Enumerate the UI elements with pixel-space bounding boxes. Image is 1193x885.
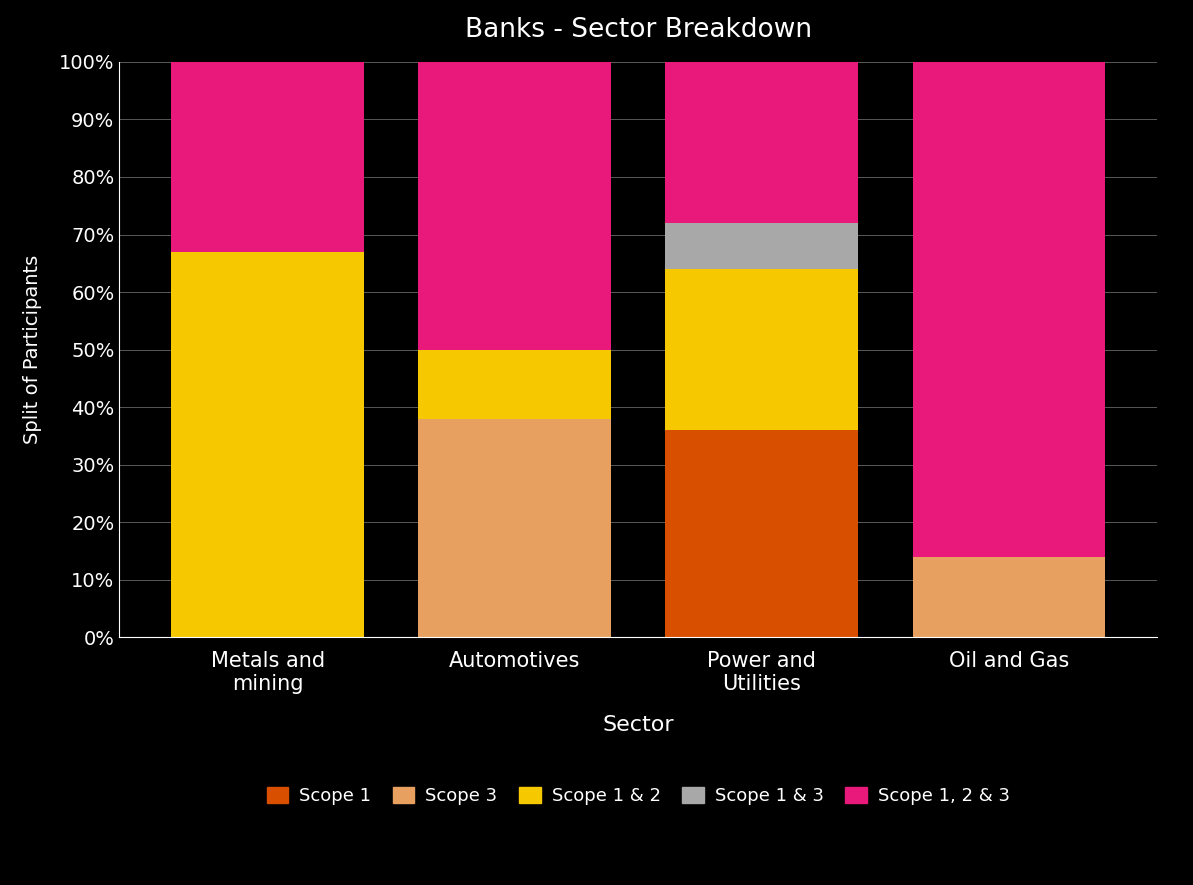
Bar <box>419 62 611 350</box>
Legend: Scope 1, Scope 3, Scope 1 & 2, Scope 1 & 3, Scope 1, 2 & 3: Scope 1, Scope 3, Scope 1 & 2, Scope 1 &… <box>259 780 1018 812</box>
Bar <box>913 557 1105 637</box>
Bar <box>172 251 364 637</box>
Bar <box>172 62 364 251</box>
Bar <box>913 62 1105 557</box>
Bar <box>419 350 611 419</box>
X-axis label: Sector: Sector <box>602 715 674 735</box>
Bar <box>666 269 858 430</box>
Title: Banks - Sector Breakdown: Banks - Sector Breakdown <box>465 17 811 43</box>
Bar <box>419 419 611 637</box>
Bar <box>666 62 858 223</box>
Bar <box>666 223 858 269</box>
Bar <box>666 430 858 637</box>
Y-axis label: Split of Participants: Split of Participants <box>24 255 42 444</box>
